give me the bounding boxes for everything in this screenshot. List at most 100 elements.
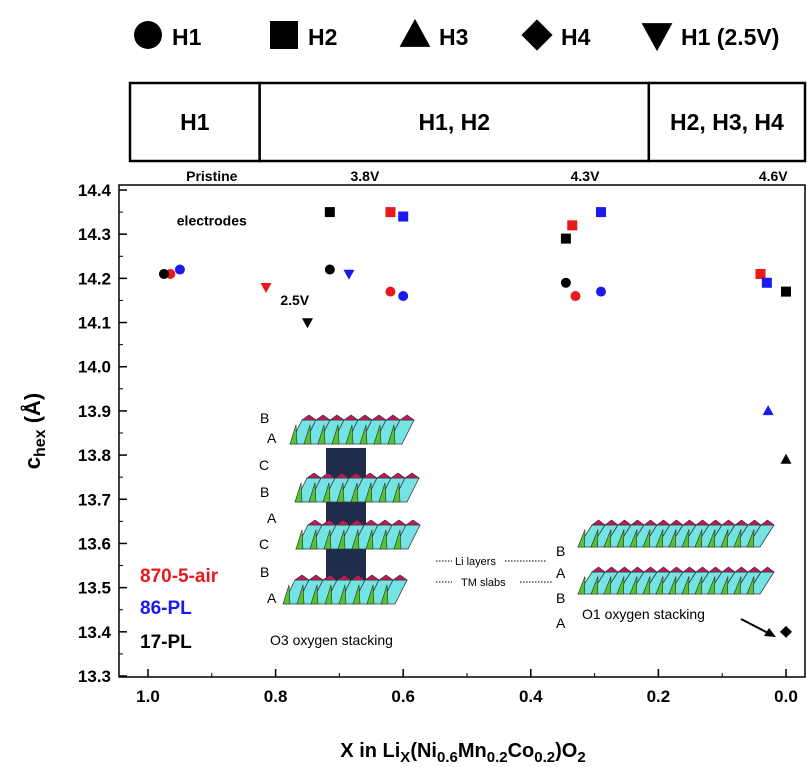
octahedron-side	[629, 576, 638, 595]
octahedron-side	[364, 482, 373, 503]
phase-label: H1	[180, 109, 210, 135]
octahedron-top	[343, 414, 359, 421]
y-tick-label: 13.4	[78, 623, 112, 642]
octahedron-top	[294, 574, 310, 581]
octahedron-side	[323, 529, 332, 550]
point-square	[385, 207, 396, 218]
octahedron-side	[590, 576, 599, 595]
octahedron-side	[331, 424, 340, 445]
legend-marker-diamond	[521, 19, 553, 51]
data-points	[158, 207, 792, 638]
octahedron-top	[604, 566, 619, 573]
x-tick-label: 0.6	[391, 687, 415, 706]
legend-label: H1	[172, 24, 202, 50]
legend-marker-circle	[134, 21, 162, 49]
o3-layer-letter: C	[259, 457, 269, 473]
octahedron-top	[364, 574, 380, 581]
voltage-labels: Pristine electrodes 3.8V 4.3V 4.6V 2.5V	[177, 168, 789, 308]
octahedron-side	[577, 576, 586, 595]
point-square	[755, 268, 766, 279]
point-circle	[385, 286, 396, 297]
point-square	[560, 233, 571, 244]
octahedron-top	[643, 519, 658, 526]
octahedron-side	[338, 584, 347, 605]
octahedron-top	[329, 414, 345, 421]
o3-layer-letter: A	[267, 430, 277, 446]
octahedron-top	[708, 519, 723, 526]
o3-layer-letter: B	[260, 564, 269, 580]
octahedron-top	[708, 566, 723, 573]
octahedron-top	[362, 472, 378, 479]
octahedron-top	[682, 519, 697, 526]
octahedron-top	[385, 414, 401, 421]
octahedron-top	[669, 519, 684, 526]
octahedron-top	[307, 519, 323, 526]
point-circle	[595, 286, 606, 297]
octahedron-top	[376, 472, 392, 479]
octahedron-side	[655, 529, 664, 548]
y-tick-label: 13.9	[78, 402, 111, 421]
octahedron-side	[733, 529, 742, 548]
octahedron-top	[371, 414, 387, 421]
o3-caption: O3 oxygen stacking	[270, 632, 393, 648]
octahedron-side	[707, 529, 716, 548]
octahedron-top	[630, 566, 645, 573]
o3-slab	[295, 519, 421, 550]
point-triangle-up	[762, 405, 774, 416]
x-tick-label: 1.0	[136, 687, 160, 706]
voltage-label: 3.8V	[351, 168, 380, 184]
series-legend-label: 870-5-air	[140, 566, 219, 587]
octahedron-top	[320, 472, 336, 479]
octahedron-side	[336, 482, 345, 503]
octahedron-side	[351, 529, 360, 550]
octahedron-side	[317, 424, 326, 445]
y-axis-label-main: c	[20, 457, 45, 469]
series-legend-label: 17-PL	[140, 632, 192, 653]
octahedron-side	[720, 576, 729, 595]
voltage-label: electrodes	[177, 212, 247, 228]
plot-frame	[118, 184, 806, 678]
legend-label: H1 (2.5V)	[681, 24, 779, 50]
octahedron-side	[282, 584, 291, 605]
phase-bar: H1 H1, H2 H2, H3, H4	[128, 81, 807, 163]
octahedron-side	[379, 529, 388, 550]
octahedron-top	[308, 574, 324, 581]
li-layers-label: Li layers	[455, 556, 496, 568]
arrow-head	[764, 628, 776, 637]
octahedron-top	[391, 519, 407, 526]
octahedron-side	[295, 529, 304, 550]
point-triangle-down	[343, 269, 355, 280]
octahedron-top	[392, 574, 408, 581]
x-tick-label: 0.0	[774, 687, 798, 706]
o3-layer-letter: A	[267, 510, 277, 526]
octahedron-side	[392, 482, 401, 503]
octahedron-side	[603, 576, 612, 595]
o3-layer-letter: B	[260, 410, 269, 426]
octahedron-top	[591, 519, 606, 526]
y-tick-label: 14.3	[78, 225, 111, 244]
o3-layer-letter: A	[267, 590, 277, 606]
octahedron-top	[321, 519, 337, 526]
octahedron-top	[760, 566, 775, 573]
o1-layer-letter: B	[556, 543, 565, 559]
octahedron-top	[747, 566, 762, 573]
octahedron-top	[734, 519, 749, 526]
octahedron-side	[294, 482, 303, 503]
o1-layer-letter: A	[556, 565, 566, 581]
point-diamond	[780, 625, 792, 638]
legend-label: H3	[439, 24, 468, 50]
octahedron-top	[390, 472, 406, 479]
point-circle	[398, 291, 409, 302]
voltage-label: 4.6V	[759, 168, 788, 184]
octahedron-top	[760, 519, 775, 526]
point-circle	[174, 264, 185, 275]
voltage-label: 2.5V	[280, 292, 309, 308]
symbol-legend: H1 H2 H3 H4 H1 (2.5V)	[134, 18, 779, 52]
point-square	[567, 220, 578, 231]
octahedron-side	[289, 424, 298, 445]
y-tick-label: 13.6	[78, 534, 111, 553]
phase-segment	[128, 81, 261, 163]
point-circle	[570, 291, 581, 302]
octahedron-top	[336, 574, 352, 581]
